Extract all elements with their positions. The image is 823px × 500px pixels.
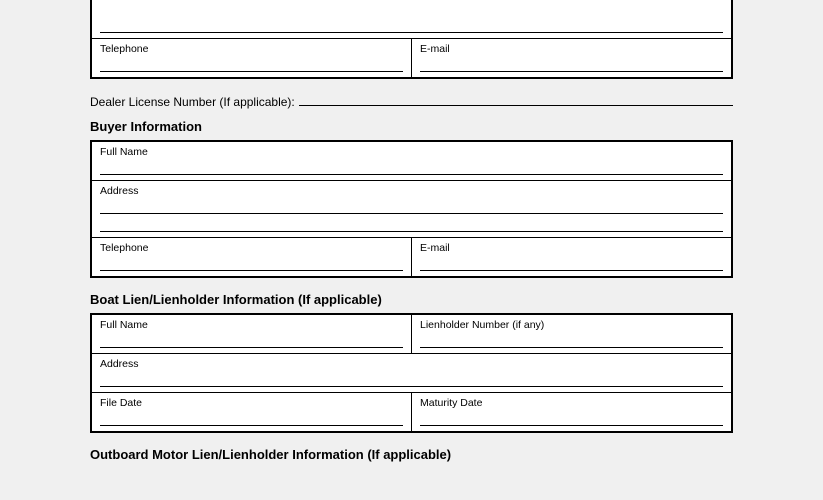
- maturity-date-line[interactable]: [420, 411, 723, 426]
- buyer-email-cell: E-mail: [412, 237, 731, 276]
- lien-address-line[interactable]: [100, 372, 723, 387]
- email-label: E-mail: [420, 43, 723, 55]
- boat-lien-box: Full Name Lienholder Number (if any) Add…: [90, 313, 733, 433]
- buyer-email-line[interactable]: [420, 256, 723, 271]
- file-date-line[interactable]: [100, 411, 403, 426]
- lien-fullname-line[interactable]: [100, 333, 403, 348]
- buyer-fullname-label: Full Name: [100, 146, 723, 158]
- dealer-license-label: Dealer License Number (If applicable):: [90, 95, 295, 109]
- top-contact-box: Telephone E-mail: [90, 0, 733, 79]
- telephone-cell: Telephone: [92, 38, 412, 77]
- telephone-label: Telephone: [100, 43, 403, 55]
- buyer-address-line-1[interactable]: [100, 199, 723, 214]
- lienholder-number-cell: Lienholder Number (if any): [412, 315, 731, 353]
- lien-fullname-cell: Full Name: [92, 315, 412, 353]
- buyer-telephone-cell: Telephone: [92, 237, 412, 276]
- buyer-email-label: E-mail: [420, 242, 723, 254]
- lienholder-number-label: Lienholder Number (if any): [420, 319, 723, 331]
- lien-fullname-label: Full Name: [100, 319, 403, 331]
- buyer-fullname-line[interactable]: [100, 160, 723, 175]
- email-cell: E-mail: [412, 38, 731, 77]
- buyer-info-box: Full Name Address Telephone E-mail: [90, 140, 733, 278]
- telephone-line[interactable]: [100, 57, 403, 72]
- boat-lien-title: Boat Lien/Lienholder Information (If app…: [90, 292, 733, 307]
- maturity-date-cell: Maturity Date: [412, 392, 731, 431]
- blank-line[interactable]: [100, 18, 723, 33]
- outboard-title: Outboard Motor Lien/Lienholder Informati…: [90, 447, 733, 462]
- lienholder-number-line[interactable]: [420, 333, 723, 348]
- maturity-date-label: Maturity Date: [420, 397, 723, 409]
- buyer-info-title: Buyer Information: [90, 119, 733, 134]
- dealer-license-line[interactable]: [299, 93, 733, 106]
- buyer-address-label: Address: [100, 185, 723, 197]
- buyer-telephone-line[interactable]: [100, 256, 403, 271]
- buyer-address-line-2[interactable]: [100, 217, 723, 232]
- dealer-license-field: Dealer License Number (If applicable):: [90, 93, 733, 109]
- lien-address-label: Address: [100, 358, 723, 370]
- file-date-cell: File Date: [92, 392, 412, 431]
- email-line[interactable]: [420, 57, 723, 72]
- file-date-label: File Date: [100, 397, 403, 409]
- buyer-telephone-label: Telephone: [100, 242, 403, 254]
